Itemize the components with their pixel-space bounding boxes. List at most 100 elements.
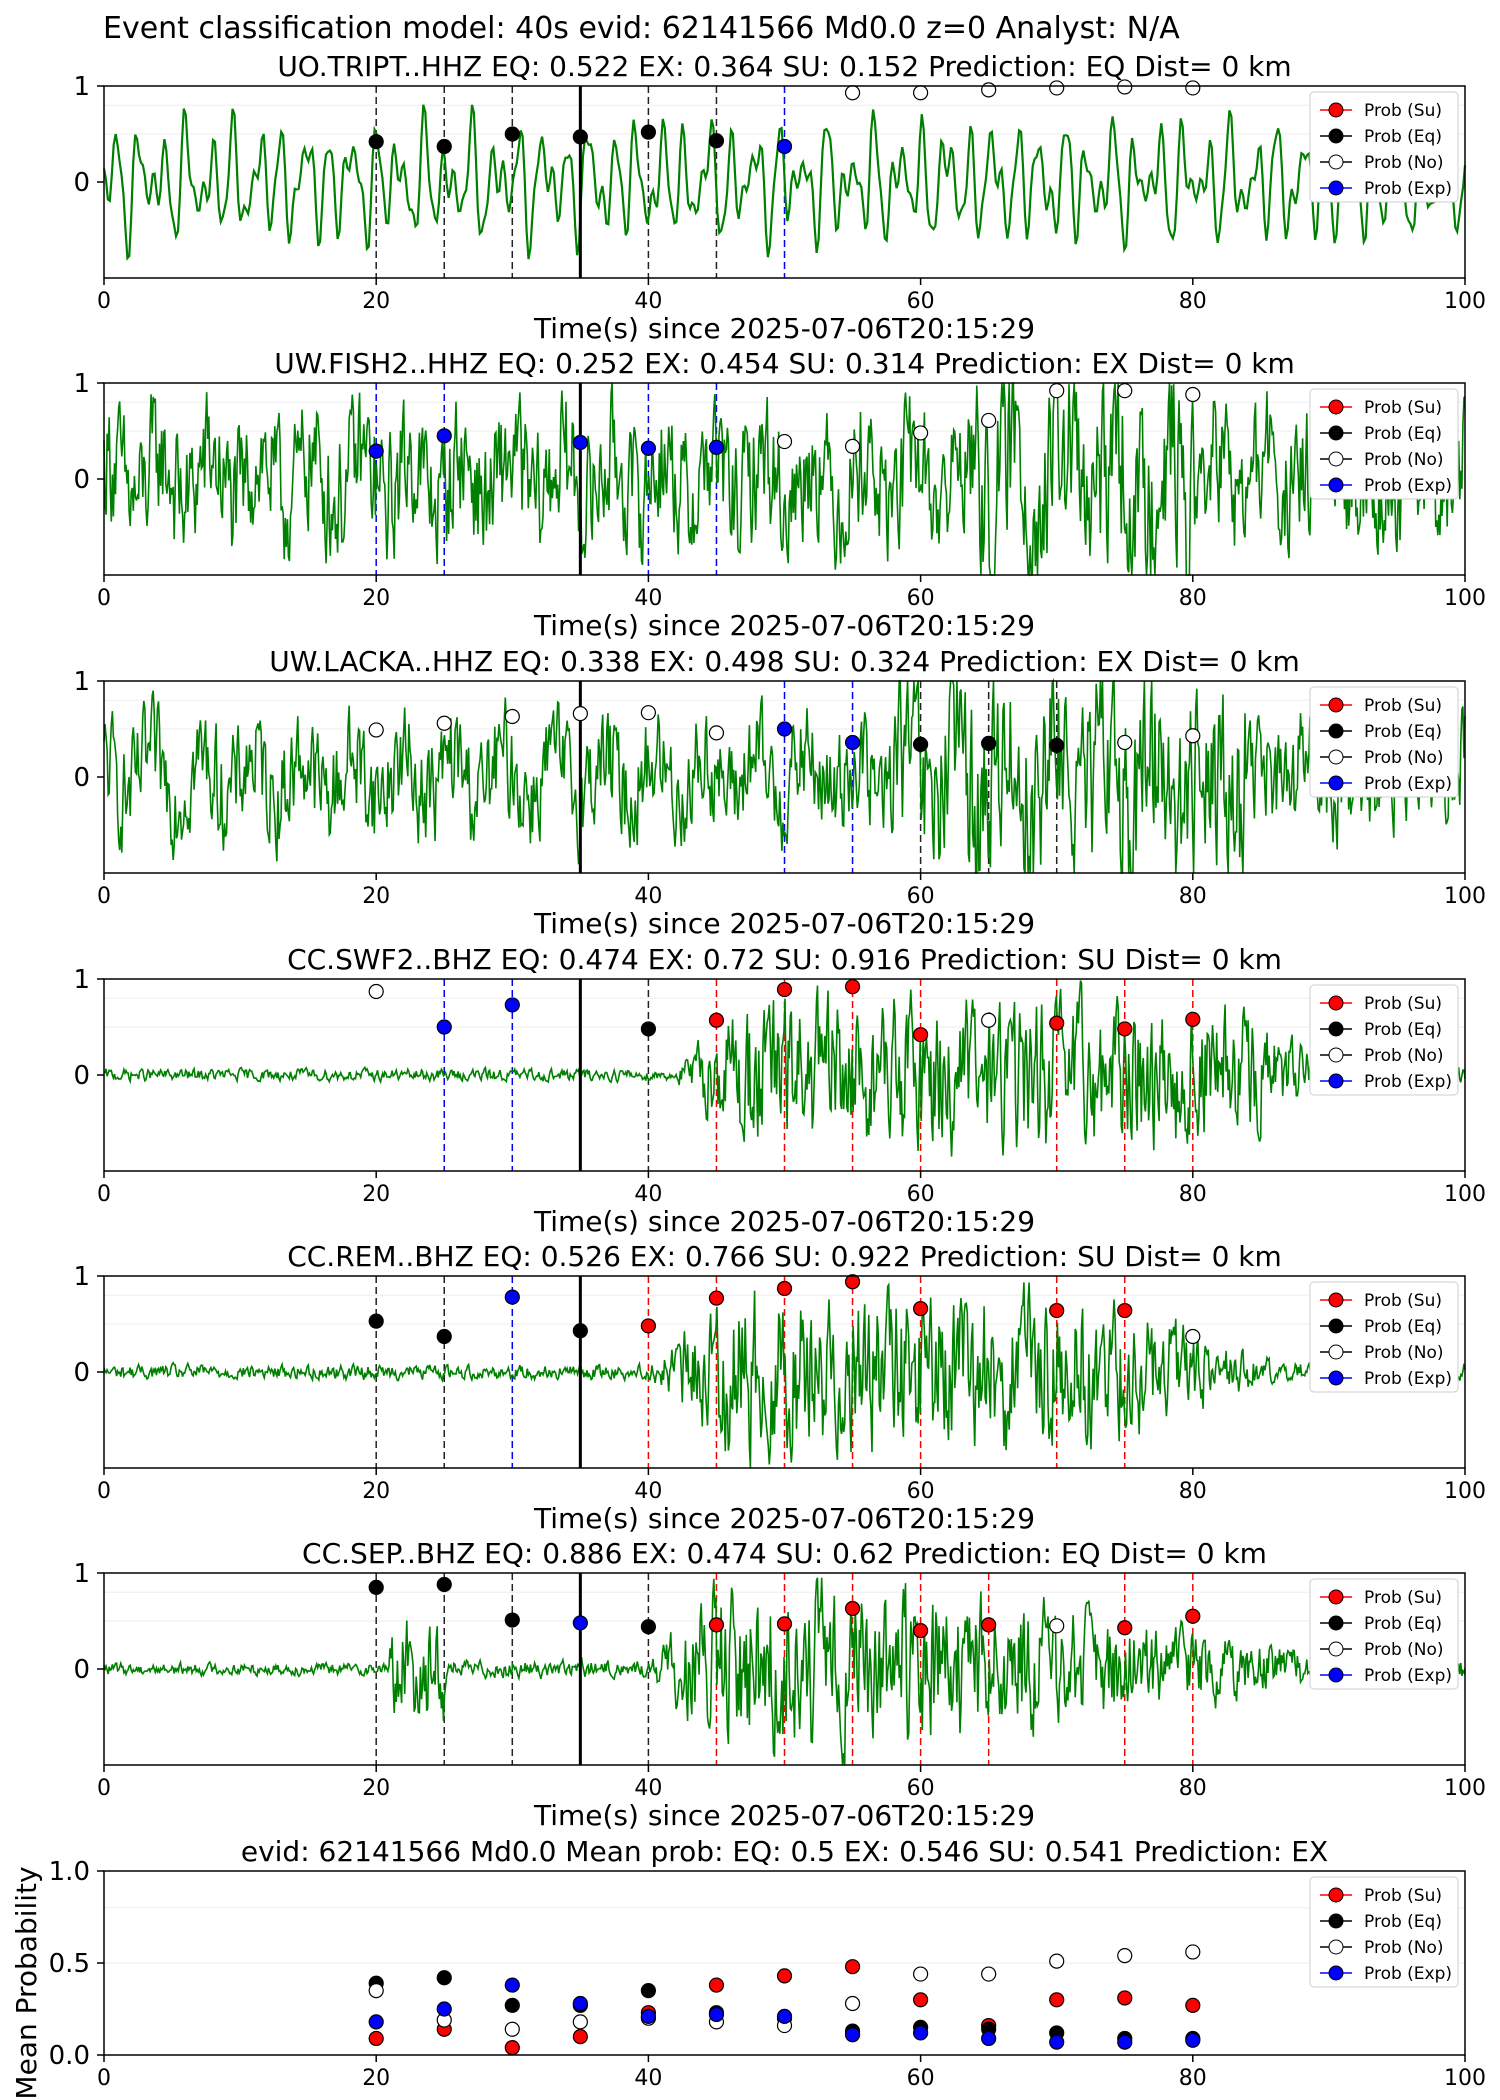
prob-marker xyxy=(844,1274,861,1290)
prob-marker xyxy=(368,722,384,738)
mean-point xyxy=(1117,1990,1133,2006)
prob-marker xyxy=(1185,1328,1201,1345)
x-tick-label: 20 xyxy=(362,884,390,909)
prob-marker xyxy=(436,1019,452,1035)
legend-label: Prob (Exp) xyxy=(1364,1072,1452,1092)
legend-label: Prob (Exp) xyxy=(1364,774,1452,794)
legend-marker xyxy=(1328,451,1344,467)
prob-marker xyxy=(572,434,588,451)
mean-point xyxy=(436,1970,452,1986)
prob-marker xyxy=(572,1323,588,1339)
station-panel: UW.FISH2..HHZ EQ: 0.252 EX: 0.454 SU: 0.… xyxy=(73,347,1486,642)
y-tick-label: 1 xyxy=(73,369,90,399)
legend-marker xyxy=(1328,477,1344,493)
legend-marker xyxy=(1328,1939,1344,1955)
prob-marker xyxy=(640,705,657,721)
legend-box xyxy=(1309,1876,1459,1988)
x-tick-label: 20 xyxy=(362,586,390,611)
mean-point xyxy=(504,1997,520,2013)
y-tick-label: 0.0 xyxy=(49,2041,90,2071)
prob-marker xyxy=(981,1012,997,1028)
prob-marker xyxy=(368,1313,384,1329)
x-tick-label: 0 xyxy=(97,884,111,909)
x-tick-label: 40 xyxy=(634,289,662,314)
x-tick-label: 100 xyxy=(1444,1479,1486,1504)
mean-point xyxy=(776,2008,793,2024)
x-tick-label: 60 xyxy=(907,1776,935,1801)
y-tick-label: 0 xyxy=(73,1061,90,1091)
prob-marker xyxy=(776,433,793,450)
prob-marker xyxy=(981,412,997,429)
prob-marker xyxy=(1117,1021,1133,1037)
mean-point xyxy=(1049,2034,1065,2050)
legend-marker xyxy=(1328,1047,1344,1063)
legend-label: Prob (No) xyxy=(1364,1343,1444,1363)
prob-marker xyxy=(1049,1618,1065,1634)
legend-marker xyxy=(1328,697,1344,713)
legend-marker xyxy=(1328,1965,1344,1981)
legend-marker xyxy=(1328,1667,1344,1683)
mean-point xyxy=(844,2027,861,2043)
legend-box xyxy=(1309,1281,1459,1393)
prob-marker xyxy=(912,425,929,441)
y-tick-label: 1 xyxy=(73,1559,90,1589)
x-tick-label: 80 xyxy=(1179,884,1207,909)
prob-marker xyxy=(912,1027,929,1043)
prob-marker xyxy=(708,725,725,741)
station-panel: UW.LACKA..HHZ EQ: 0.338 EX: 0.498 SU: 0.… xyxy=(73,645,1486,940)
waveform-trace xyxy=(103,677,1466,874)
legend-label: Prob (Exp) xyxy=(1364,1369,1452,1389)
legend-box xyxy=(1309,984,1459,1096)
mean-point xyxy=(436,2001,452,2017)
prob-marker xyxy=(504,997,520,1013)
waveform-trace xyxy=(103,980,1466,1157)
prob-marker xyxy=(1117,1302,1133,1319)
mean-point xyxy=(912,1966,929,1982)
prob-marker xyxy=(436,715,452,731)
x-tick-label: 60 xyxy=(907,586,935,611)
legend-marker xyxy=(1328,1589,1344,1605)
legend-label: Prob (Eq) xyxy=(1364,1614,1442,1634)
legend-label: Prob (Exp) xyxy=(1364,1666,1452,1686)
prob-marker xyxy=(1117,734,1133,751)
x-tick-label: 80 xyxy=(1179,1182,1207,1207)
x-axis-label: Time(s) since 2025-07-06T20:15:29 xyxy=(533,1205,1035,1238)
x-axis-label: Time(s) since 2025-07-06T20:15:29 xyxy=(533,312,1035,345)
y-tick-label: 0 xyxy=(73,168,90,198)
x-tick-label: 100 xyxy=(1444,289,1486,314)
mean-point xyxy=(844,1995,861,2012)
legend-marker xyxy=(1328,399,1344,415)
panel-title: CC.SEP..BHZ EQ: 0.886 EX: 0.474 SU: 0.62… xyxy=(302,1537,1267,1570)
prob-marker xyxy=(368,1579,384,1596)
x-tick-label: 100 xyxy=(1444,586,1486,611)
x-tick-label: 100 xyxy=(1444,1776,1486,1801)
x-axis-label: Time(s) since 2025-07-06T20:15:29 xyxy=(533,907,1035,940)
mean-point xyxy=(368,2030,384,2047)
legend-box xyxy=(1309,388,1459,500)
legend-label: Prob (Eq) xyxy=(1364,722,1442,742)
x-tick-label: 80 xyxy=(1179,586,1207,611)
prob-marker xyxy=(844,438,861,454)
legend-marker xyxy=(1328,1318,1344,1334)
y-tick-label: 1 xyxy=(73,667,90,697)
legend-label: Prob (No) xyxy=(1364,1938,1444,1958)
prob-marker xyxy=(1117,79,1133,95)
legend-label: Prob (Su) xyxy=(1364,398,1442,418)
legend-label: Prob (Exp) xyxy=(1364,179,1452,199)
prob-marker xyxy=(572,1615,588,1631)
y-tick-label: 0 xyxy=(73,1358,90,1388)
mean-point xyxy=(1185,1944,1201,1960)
legend-label: Prob (Su) xyxy=(1364,994,1442,1014)
x-tick-label: 40 xyxy=(634,1479,662,1504)
waveform-trace xyxy=(102,104,1467,261)
legend-marker xyxy=(1328,102,1344,118)
mean-point xyxy=(368,2014,384,2030)
mean-point xyxy=(1185,2032,1201,2048)
legend-marker xyxy=(1328,749,1344,765)
mean-point xyxy=(572,1995,588,2012)
prob-marker xyxy=(776,981,793,998)
mean-point xyxy=(1049,1953,1065,1969)
x-axis-label: Time(s) since 2025-07-06T20:15:29 xyxy=(533,1502,1035,1535)
prob-marker xyxy=(776,721,793,737)
y-tick-label: 1 xyxy=(73,1262,90,1292)
